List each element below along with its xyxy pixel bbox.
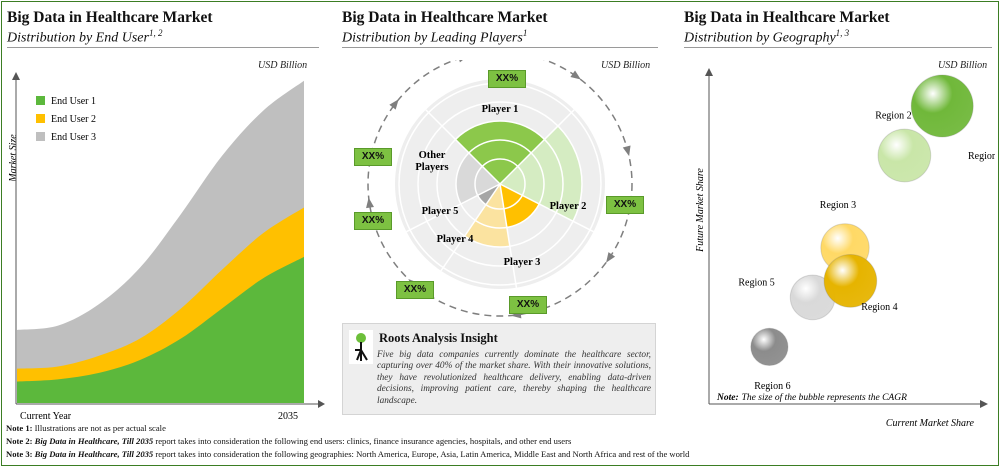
middle-title-rule bbox=[342, 47, 658, 48]
note-3: Note 3: Big Data in Healthcare, Till 203… bbox=[6, 449, 690, 459]
y-axis-arrow bbox=[705, 68, 713, 76]
roots-analysis-insight-box: Roots Analysis Insight Five big data com… bbox=[342, 323, 656, 415]
polar-spoke bbox=[499, 183, 518, 288]
insight-title: Roots Analysis Insight bbox=[379, 331, 498, 345]
orbit-arrow bbox=[366, 197, 374, 209]
bubble-label: Region 4 bbox=[861, 302, 897, 313]
legend-label: End User 1 bbox=[51, 96, 96, 107]
bubble-region-4 bbox=[823, 254, 878, 308]
polar-slice-label: Other bbox=[419, 150, 446, 161]
x-axis-label: Current Market Share bbox=[886, 418, 975, 429]
bubble-label: Region 1 bbox=[968, 151, 995, 162]
orbit-arrow bbox=[570, 70, 581, 80]
polar-slice-player-5 bbox=[477, 184, 500, 205]
right-unit-label: USD Billion bbox=[938, 60, 988, 71]
geography-bubble-chart: Future Market Share Current Market Share… bbox=[695, 68, 995, 429]
polar-slice-label: Player 1 bbox=[482, 104, 519, 115]
leading-players-polar-chart: Player 1 Player 2 Player 3 Player 4 Player 5… bbox=[366, 60, 633, 319]
legend-swatch bbox=[36, 114, 45, 123]
polar-slice-label: Player 2 bbox=[550, 201, 587, 212]
polar-spoke bbox=[406, 183, 501, 233]
y-axis-arrow bbox=[12, 72, 20, 80]
right-panel-title: Big Data in Healthcare Market bbox=[684, 9, 890, 26]
right-panel-subtitle: Distribution by Geography1, 3 bbox=[684, 28, 850, 46]
insight-text: Five big data companies currently domina… bbox=[377, 350, 651, 406]
polar-slice-label: Player 5 bbox=[422, 206, 459, 217]
roots-analysis-logo bbox=[349, 330, 373, 364]
left-unit-label: USD Billion bbox=[258, 60, 308, 71]
y-axis-label: Market Size bbox=[8, 134, 19, 183]
callout-chip: XX% bbox=[396, 281, 434, 299]
note-2: Note 2: Big Data in Healthcare, Till 203… bbox=[6, 436, 572, 446]
orbit-arrow bbox=[389, 99, 399, 110]
bubble-region-2 bbox=[877, 128, 932, 183]
polar-ring bbox=[417, 101, 583, 267]
polar-slice-label: Players bbox=[415, 162, 448, 173]
middle-panel-subtitle: Distribution by Leading Players1 bbox=[342, 28, 528, 46]
callout-chip: XX% bbox=[354, 212, 392, 230]
left-panel-subtitle: Distribution by End User1, 2 bbox=[7, 28, 163, 46]
legend-swatch bbox=[36, 96, 45, 105]
polar-slice-other-players bbox=[456, 152, 500, 204]
end-user-area-chart: Market Size Current Year 2035 End User 1… bbox=[8, 72, 325, 422]
polar-spoke bbox=[425, 109, 501, 185]
x-tick-start: Current Year bbox=[20, 411, 72, 422]
polar-ring bbox=[455, 139, 545, 229]
polar-spoke bbox=[440, 183, 501, 272]
left-panel-title: Big Data in Healthcare Market bbox=[7, 9, 213, 26]
callout-chip: XX% bbox=[606, 196, 644, 214]
polar-slice-label: Player 4 bbox=[437, 234, 475, 245]
orbit-arrow bbox=[459, 60, 463, 63]
legend-label: End User 2 bbox=[51, 114, 96, 125]
polar-ring bbox=[474, 158, 526, 210]
bubble-label: Region 6 bbox=[754, 381, 790, 392]
x-axis-arrow bbox=[318, 400, 325, 408]
y-axis-label: Future Market Share bbox=[695, 168, 706, 253]
bubble-label: Region 3 bbox=[820, 200, 856, 211]
bubble-label: Region 2 bbox=[875, 111, 911, 122]
polar-slice-label: Player 3 bbox=[504, 257, 541, 268]
orbit-arrow bbox=[622, 145, 631, 157]
callout-chip: XX% bbox=[509, 296, 547, 314]
dashed-orbit bbox=[367, 60, 633, 317]
orbit-arrow bbox=[606, 252, 616, 263]
right-title-rule bbox=[684, 47, 992, 48]
callout-chip: XX% bbox=[354, 148, 392, 166]
bubble-region-1 bbox=[910, 74, 974, 138]
legend-label: End User 3 bbox=[51, 132, 96, 143]
bubble-region-6 bbox=[750, 327, 789, 366]
area-legend: End User 1 End User 2 End User 3 bbox=[36, 96, 96, 143]
middle-unit-label: USD Billion bbox=[601, 60, 651, 71]
polar-spoke bbox=[499, 183, 594, 233]
note-1: Note 1: Illustrations are not as per act… bbox=[6, 423, 166, 433]
polar-slice-player-1 bbox=[455, 121, 545, 184]
callout-chip: XX% bbox=[488, 70, 526, 88]
left-title-rule bbox=[7, 47, 319, 48]
polar-slice-player-4 bbox=[464, 184, 510, 247]
polar-ring bbox=[436, 120, 564, 248]
bubble-label: Region 5 bbox=[738, 277, 774, 288]
legend-swatch bbox=[36, 132, 45, 141]
polar-spoke bbox=[499, 109, 575, 185]
middle-panel-title: Big Data in Healthcare Market bbox=[342, 9, 548, 26]
area-series-end-user-1 bbox=[17, 256, 304, 403]
x-tick-end: 2035 bbox=[278, 411, 298, 422]
x-axis-arrow bbox=[980, 400, 988, 408]
bubble-note: Note: The size of the bubble represents t… bbox=[716, 392, 907, 403]
